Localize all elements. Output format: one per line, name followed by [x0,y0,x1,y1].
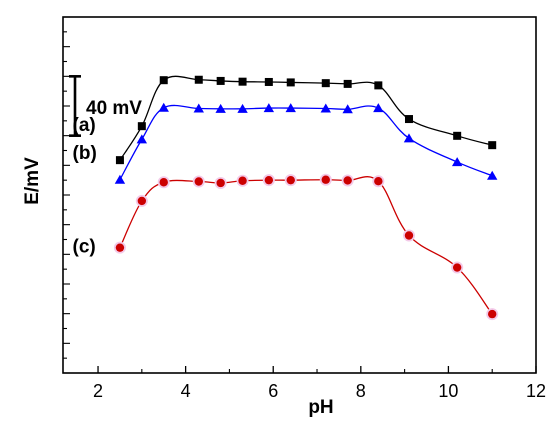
data-point-triangle [342,104,353,114]
data-point-square [194,75,203,84]
data-point-triangle [263,103,275,113]
data-point-circle [216,178,225,188]
data-point-circle [137,196,147,206]
data-point-triangle [451,157,463,167]
data-point-triangle [215,103,226,113]
x-tick-label: 8 [356,381,366,401]
data-point-square [238,77,247,86]
data-point-circle [488,309,497,319]
data-point-triangle [136,134,148,144]
data-point-triangle [403,133,415,143]
series-1 [115,75,497,165]
scale-bar-label: 40 mV [86,98,142,119]
data-point-square [159,76,168,85]
data-point-circle [374,177,383,186]
series-label: (c) [73,236,96,257]
series-3 [113,173,499,321]
data-point-square [137,122,146,131]
x-tick-label: 4 [181,381,191,401]
series-label: (b) [73,143,97,164]
data-point-circle [194,177,203,186]
scale-bar: 40 mV [69,75,142,137]
data-point-square [264,77,273,86]
plot-border [62,16,537,374]
data-point-square [216,76,225,85]
data-point-circle [404,231,414,240]
data-point-square [286,78,295,87]
data-point-circle [238,176,247,185]
series-group [113,75,499,321]
data-point-square [453,131,462,140]
data-point-triangle [114,174,126,184]
data-point-square [321,79,330,88]
data-point-triangle [193,103,204,113]
x-tick-label: 2 [93,381,103,401]
plot-frame [62,16,537,374]
data-point-circle [159,178,168,187]
data-point-triangle [487,170,498,180]
data-point-circle [264,175,274,185]
data-point-triangle [373,103,384,113]
data-point-circle [452,263,462,272]
series-label: (a) [73,115,96,136]
data-point-triangle [320,103,331,113]
data-point-circle [115,243,125,252]
data-point-square [488,141,497,150]
y-axis-title: E/mV [22,157,43,205]
data-point-circle [286,175,295,185]
data-point-square [374,81,383,90]
x-tick-label: 6 [268,381,278,401]
x-axis-title: pH [308,397,333,418]
labels: (a) (b) (c) [73,115,97,258]
data-point-square [404,115,413,124]
series-2 [114,102,498,184]
series-line [119,75,493,161]
series-line [119,176,493,315]
series-line [119,104,493,181]
x-tick-label: 12 [526,381,546,401]
data-point-triangle [158,102,169,112]
data-point-square [115,156,124,165]
axis-ticks: 2 4 6 8 10 12 [63,16,546,401]
data-point-triangle [285,103,296,113]
data-point-circle [343,176,352,185]
x-tick-label: 10 [438,381,458,401]
data-point-circle [321,175,330,184]
data-point-square [343,79,352,88]
data-point-triangle [237,103,248,113]
